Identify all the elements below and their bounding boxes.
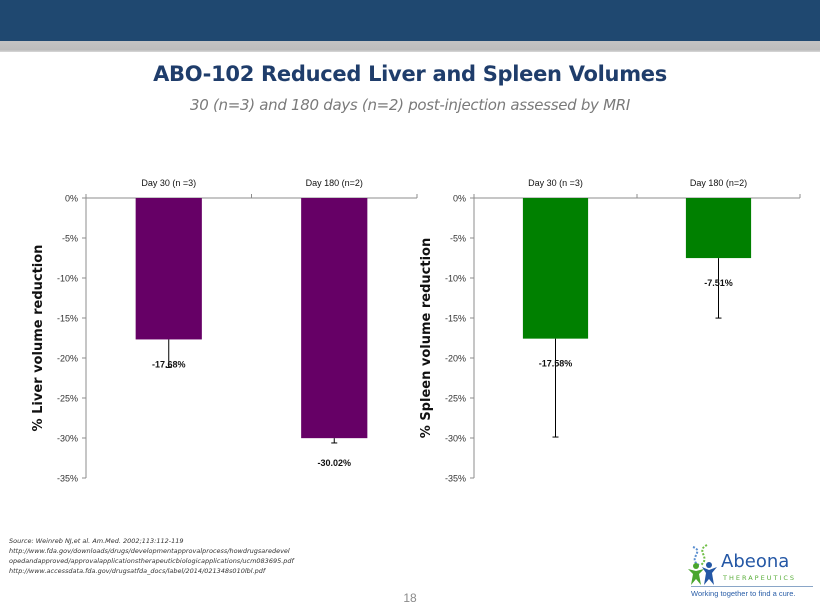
bar xyxy=(522,198,589,339)
page-number: 18 xyxy=(403,591,417,605)
logo-tagline: Working together to find a cure. xyxy=(691,589,796,598)
source-link[interactable]: http://www.fda.gov/downloads/drugs/devel… xyxy=(9,547,290,555)
bar xyxy=(135,198,202,340)
slide-subtitle: 30 (n=3) and 180 days (n=2) post-injecti… xyxy=(190,96,630,114)
logo-divider xyxy=(691,586,813,587)
category-label: Day 180 (n=2) xyxy=(690,178,747,188)
bar xyxy=(685,198,752,259)
y-tick-label: 0% xyxy=(65,194,78,204)
y-tick-label: -10% xyxy=(57,274,78,284)
data-label: -7.51% xyxy=(704,278,733,288)
category-label: Day 180 (n=2) xyxy=(306,178,363,188)
data-label: -17.68% xyxy=(152,359,186,369)
y-tick-label: -20% xyxy=(445,354,466,364)
y-tick-label: -5% xyxy=(62,234,78,244)
logo-subtitle: THERAPEUTICS xyxy=(723,574,797,582)
y-tick-label: -30% xyxy=(445,434,466,444)
y-tick-label: -10% xyxy=(445,274,466,284)
category-label: Day 30 (n =3) xyxy=(141,178,196,188)
y-tick-label: -35% xyxy=(57,474,78,484)
y-tick-label: -25% xyxy=(445,394,466,404)
source-citation: Source: Weinreb NJ,et al. Am.Med. 2002;1… xyxy=(9,537,184,545)
y-tick-label: -5% xyxy=(450,234,466,244)
category-label: Day 30 (n =3) xyxy=(528,178,583,188)
y-tick-label: -25% xyxy=(57,394,78,404)
bar xyxy=(301,198,368,439)
y-tick-label: -35% xyxy=(445,474,466,484)
source-link[interactable]: opedandapproved/approvalapplicationsther… xyxy=(9,557,294,565)
header-divider xyxy=(0,41,820,52)
y-axis-title: % Spleen volume reduction xyxy=(419,238,434,438)
slide-title: ABO-102 Reduced Liver and Spleen Volumes xyxy=(153,62,667,86)
header-bar xyxy=(0,0,820,41)
logo-figures-icon xyxy=(688,544,717,585)
company-logo: Abeona THERAPEUTICS Working together to … xyxy=(683,543,813,603)
logo-name: Abeona xyxy=(721,551,790,572)
y-tick-label: -20% xyxy=(57,354,78,364)
data-label: -30.02% xyxy=(317,458,351,468)
data-label: -17.58% xyxy=(539,359,573,369)
y-tick-label: -30% xyxy=(57,434,78,444)
y-tick-label: -15% xyxy=(57,314,78,324)
sources-block: Source: Weinreb NJ,et al. Am.Med. 2002;1… xyxy=(9,536,294,576)
y-tick-label: -15% xyxy=(445,314,466,324)
y-axis-title: % Liver volume reduction xyxy=(31,245,46,432)
y-tick-label: 0% xyxy=(453,194,466,204)
source-link[interactable]: http://www.accessdata.fda.gov/drugsatfda… xyxy=(9,567,266,575)
